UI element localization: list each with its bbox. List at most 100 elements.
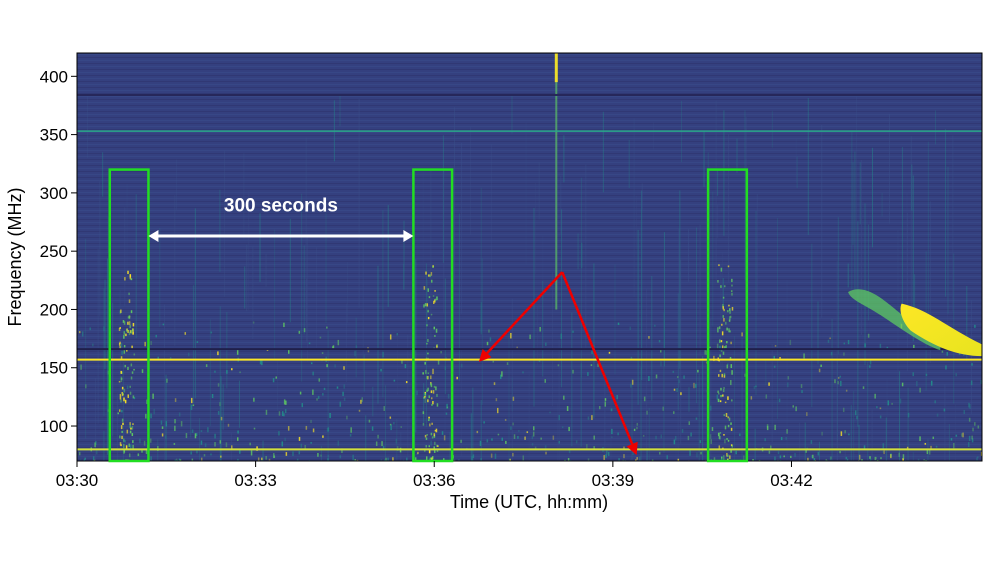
noise-speck (564, 459, 566, 461)
noise-speck (327, 427, 330, 432)
noise-speck (354, 350, 356, 357)
highlight-box (108, 168, 150, 463)
pulse-speck (129, 391, 132, 395)
noise-speck (633, 428, 636, 432)
noise-speck (783, 455, 785, 458)
noise-speck (383, 406, 385, 411)
pulse-speck (727, 265, 730, 268)
noise-speck (192, 404, 195, 407)
noise-speck (572, 369, 574, 374)
pulse-speck (123, 345, 126, 348)
noise-speck (510, 332, 512, 339)
pulse-speck (431, 404, 433, 406)
pulse-speck (430, 383, 433, 388)
pulse-speck (436, 344, 439, 348)
pulse-speck (728, 319, 731, 322)
noise-speck (876, 459, 879, 461)
pulse-speck (124, 399, 127, 404)
noise-speck (655, 374, 658, 379)
noise-speck (196, 341, 199, 344)
noise-speck (713, 355, 715, 362)
pulse-speck (724, 425, 727, 430)
noise-speck (882, 451, 885, 453)
noise-speck (265, 455, 267, 460)
noise-speck (785, 436, 787, 440)
noise-speck (830, 352, 833, 356)
noise-speck (322, 435, 324, 438)
noise-speck (204, 443, 207, 448)
pulse-speck (428, 445, 431, 448)
noise-speck (303, 328, 306, 333)
noise-speck (593, 435, 595, 440)
noise-speck (206, 460, 208, 461)
noise-speck (526, 431, 529, 434)
noise-speck (919, 436, 921, 442)
pulse-speck (122, 422, 124, 425)
pulse-speck (127, 321, 129, 325)
pulse-speck (721, 373, 723, 378)
pulse-speck (425, 271, 427, 275)
noise-speck (597, 363, 599, 367)
noise-speck (319, 336, 322, 339)
noise-speck (426, 434, 428, 436)
noise-speck (590, 364, 593, 366)
noise-speck (980, 380, 982, 384)
noise-speck (655, 435, 657, 440)
pulse-speck (434, 429, 437, 432)
noise-speck (563, 395, 565, 400)
pulse-speck (130, 376, 133, 380)
noise-speck (417, 451, 419, 455)
noise-speck (445, 412, 448, 415)
noise-speck (272, 377, 275, 383)
noise-speck (839, 375, 842, 378)
pulse-speck (723, 318, 725, 322)
noise-speck (869, 365, 871, 368)
pulse-speck (126, 429, 129, 434)
noise-speck (858, 454, 861, 460)
noise-speck (354, 459, 356, 461)
noise-speck (119, 394, 122, 400)
noise-speck (160, 420, 163, 425)
noise-speck (308, 342, 311, 345)
noise-speck (683, 375, 685, 379)
noise-speck (380, 459, 383, 461)
noise-speck (906, 446, 909, 450)
noise-speck (869, 360, 872, 365)
pulse-speck (717, 390, 719, 393)
pulse-speck (133, 353, 136, 356)
noise-speck (343, 397, 346, 402)
noise-speck (958, 353, 961, 355)
noise-speck (285, 400, 287, 405)
noise-speck (285, 452, 288, 456)
pulse-speck (727, 454, 729, 457)
burst-halo (848, 289, 941, 351)
noise-speck (753, 386, 756, 390)
noise-speck (811, 454, 813, 459)
noise-speck (488, 329, 490, 333)
noise-speck (810, 440, 813, 444)
noise-speck (935, 445, 938, 448)
pulse-speck (120, 425, 123, 430)
pulse-speck (731, 278, 733, 283)
noise-speck (350, 427, 352, 433)
red-arrow-shaft (561, 271, 634, 445)
noise-speck (423, 396, 425, 399)
noise-speck (778, 398, 781, 403)
noise-speck (711, 427, 714, 431)
noise-speck (887, 400, 890, 406)
noise-speck (930, 445, 932, 450)
noise-speck (681, 429, 684, 433)
noise-speck (677, 458, 680, 461)
noise-speck (117, 412, 119, 415)
noise-speck (513, 434, 516, 439)
noise-speck (217, 410, 220, 415)
pulse-speck (730, 422, 732, 425)
pulse-speck (722, 315, 725, 318)
pulse-speck (128, 321, 131, 326)
noise-speck (358, 409, 361, 412)
pulse-speck (424, 392, 426, 396)
noise-speck (902, 454, 905, 459)
noise-speck (539, 326, 541, 332)
pulse-speck (126, 328, 128, 331)
noise-speck (321, 352, 324, 354)
